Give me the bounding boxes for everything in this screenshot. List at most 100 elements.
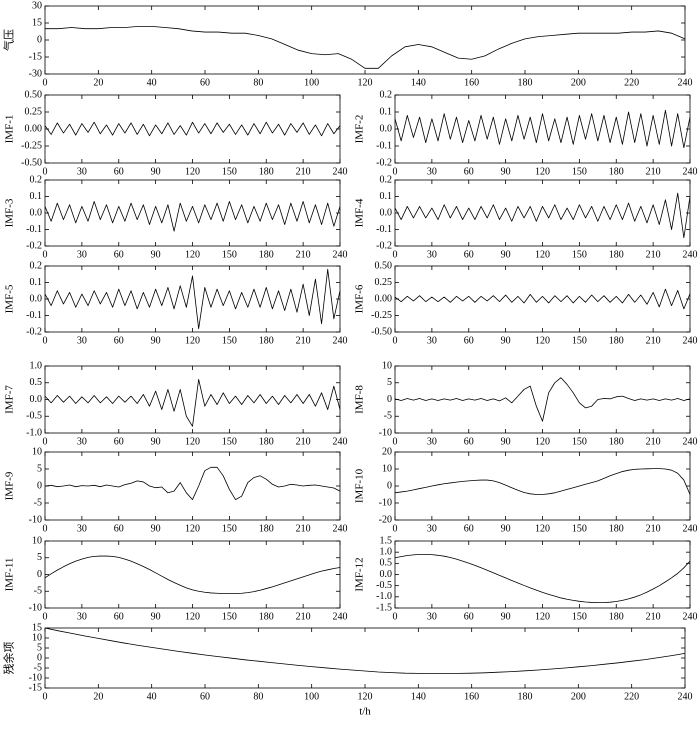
x-tick-label: 120 [535, 166, 550, 177]
x-axis-label: t/h [359, 706, 371, 718]
y-tick-label: 0 [387, 480, 392, 491]
plot-frame [44, 94, 341, 164]
x-tick-label: 40 [147, 691, 157, 702]
x-tick-label: 120 [185, 436, 200, 447]
series-line [44, 201, 341, 232]
x-tick-label: 90 [501, 335, 511, 346]
x-tick-label: 220 [624, 77, 639, 88]
y-tick-label: 10 [32, 535, 42, 546]
y-tick-label: 0 [37, 569, 42, 580]
x-tick-label: 60 [200, 77, 210, 88]
x-tick-label: 100 [304, 77, 319, 88]
y-tick-label: 0.50 [25, 89, 43, 100]
x-tick-label: 240 [683, 611, 698, 622]
y-axis-label: IMF-4 [354, 198, 366, 227]
y-tick-label: 0.25 [375, 277, 393, 288]
x-tick-label: 240 [683, 523, 698, 534]
x-tick-label: 210 [646, 249, 661, 260]
series-line [394, 468, 691, 495]
x-tick-label: 40 [147, 77, 157, 88]
x-tick-label: 60 [114, 436, 124, 447]
y-tick-label: 0.1 [380, 191, 393, 202]
y-tick-label: 0.2 [380, 89, 393, 100]
x-tick-label: 180 [609, 249, 624, 260]
series-line [394, 554, 691, 604]
x-tick-label: 210 [646, 166, 661, 177]
y-tick-label: 5 [37, 642, 42, 653]
x-tick-label: 150 [572, 523, 587, 534]
y-tick-label: 0.2 [380, 174, 393, 185]
x-tick-label: 150 [572, 249, 587, 260]
plot-frame [44, 179, 341, 247]
y-tick-label: -15 [29, 682, 42, 693]
x-tick-label: 0 [393, 335, 398, 346]
y-tick-label: -10 [29, 672, 42, 683]
x-tick-label: 240 [333, 335, 348, 346]
x-tick-label: 30 [77, 166, 87, 177]
y-axis-label: IMF-1 [4, 115, 16, 144]
x-tick-label: 80 [253, 77, 263, 88]
y-axis-label: IMF-3 [4, 198, 16, 227]
x-tick-label: 90 [151, 166, 161, 177]
y-tick-label: 0.0 [380, 569, 393, 580]
y-axis-label: IMF-2 [354, 115, 366, 144]
x-tick-label: 180 [609, 166, 624, 177]
x-tick-label: 210 [646, 611, 661, 622]
x-tick-label: 60 [200, 691, 210, 702]
series-line [394, 192, 691, 239]
x-tick-label: 60 [114, 523, 124, 534]
y-tick-label: 0.2 [30, 260, 43, 271]
x-tick-label: 0 [393, 523, 398, 534]
x-tick-label: 100 [304, 691, 319, 702]
x-tick-label: 220 [624, 691, 639, 702]
y-axis-label: IMF-7 [4, 385, 16, 414]
x-tick-label: 210 [296, 166, 311, 177]
x-tick-label: 30 [427, 335, 437, 346]
y-tick-label: 10 [32, 632, 42, 643]
x-tick-label: 30 [77, 523, 87, 534]
x-tick-label: 0 [43, 611, 48, 622]
x-tick-label: 60 [114, 166, 124, 177]
x-tick-label: 120 [535, 335, 550, 346]
y-axis-label: IMF-9 [4, 471, 16, 500]
series-line [44, 555, 341, 594]
x-tick-label: 120 [185, 523, 200, 534]
x-tick-label: 120 [358, 691, 373, 702]
y-tick-label: -10 [379, 427, 392, 438]
x-tick-label: 0 [43, 249, 48, 260]
x-tick-label: 240 [333, 523, 348, 534]
x-tick-label: 180 [259, 166, 274, 177]
x-tick-label: 150 [222, 611, 237, 622]
y-tick-label: 5 [37, 463, 42, 474]
y-tick-label: 5 [387, 377, 392, 388]
y-tick-label: 0.1 [30, 191, 43, 202]
x-tick-label: 210 [296, 335, 311, 346]
x-tick-label: 240 [333, 611, 348, 622]
x-tick-label: 180 [259, 611, 274, 622]
y-tick-label: -1.5 [376, 602, 392, 613]
x-tick-label: 120 [535, 436, 550, 447]
x-tick-label: 0 [43, 691, 48, 702]
x-tick-label: 120 [358, 77, 373, 88]
x-tick-label: 150 [222, 335, 237, 346]
y-tick-label: -20 [379, 514, 392, 525]
x-tick-label: 0 [43, 166, 48, 177]
y-tick-label: -0.25 [21, 140, 42, 151]
y-tick-label: -0.50 [21, 157, 42, 168]
plot-frame [394, 179, 691, 247]
y-tick-label: 0.0 [30, 207, 43, 218]
x-tick-label: 160 [464, 691, 479, 702]
x-tick-label: 240 [678, 77, 693, 88]
y-tick-label: -0.2 [26, 326, 42, 337]
y-tick-label: 0.00 [25, 123, 43, 134]
y-axis-label: IMF-6 [354, 284, 366, 313]
x-tick-label: 150 [222, 249, 237, 260]
x-tick-label: 0 [393, 166, 398, 177]
x-tick-label: 150 [572, 335, 587, 346]
y-tick-label: 10 [382, 463, 392, 474]
series-line [394, 377, 691, 422]
y-tick-label: -0.2 [26, 240, 42, 251]
y-tick-label: -5 [34, 497, 42, 508]
x-tick-label: 240 [333, 436, 348, 447]
x-tick-label: 20 [93, 691, 103, 702]
